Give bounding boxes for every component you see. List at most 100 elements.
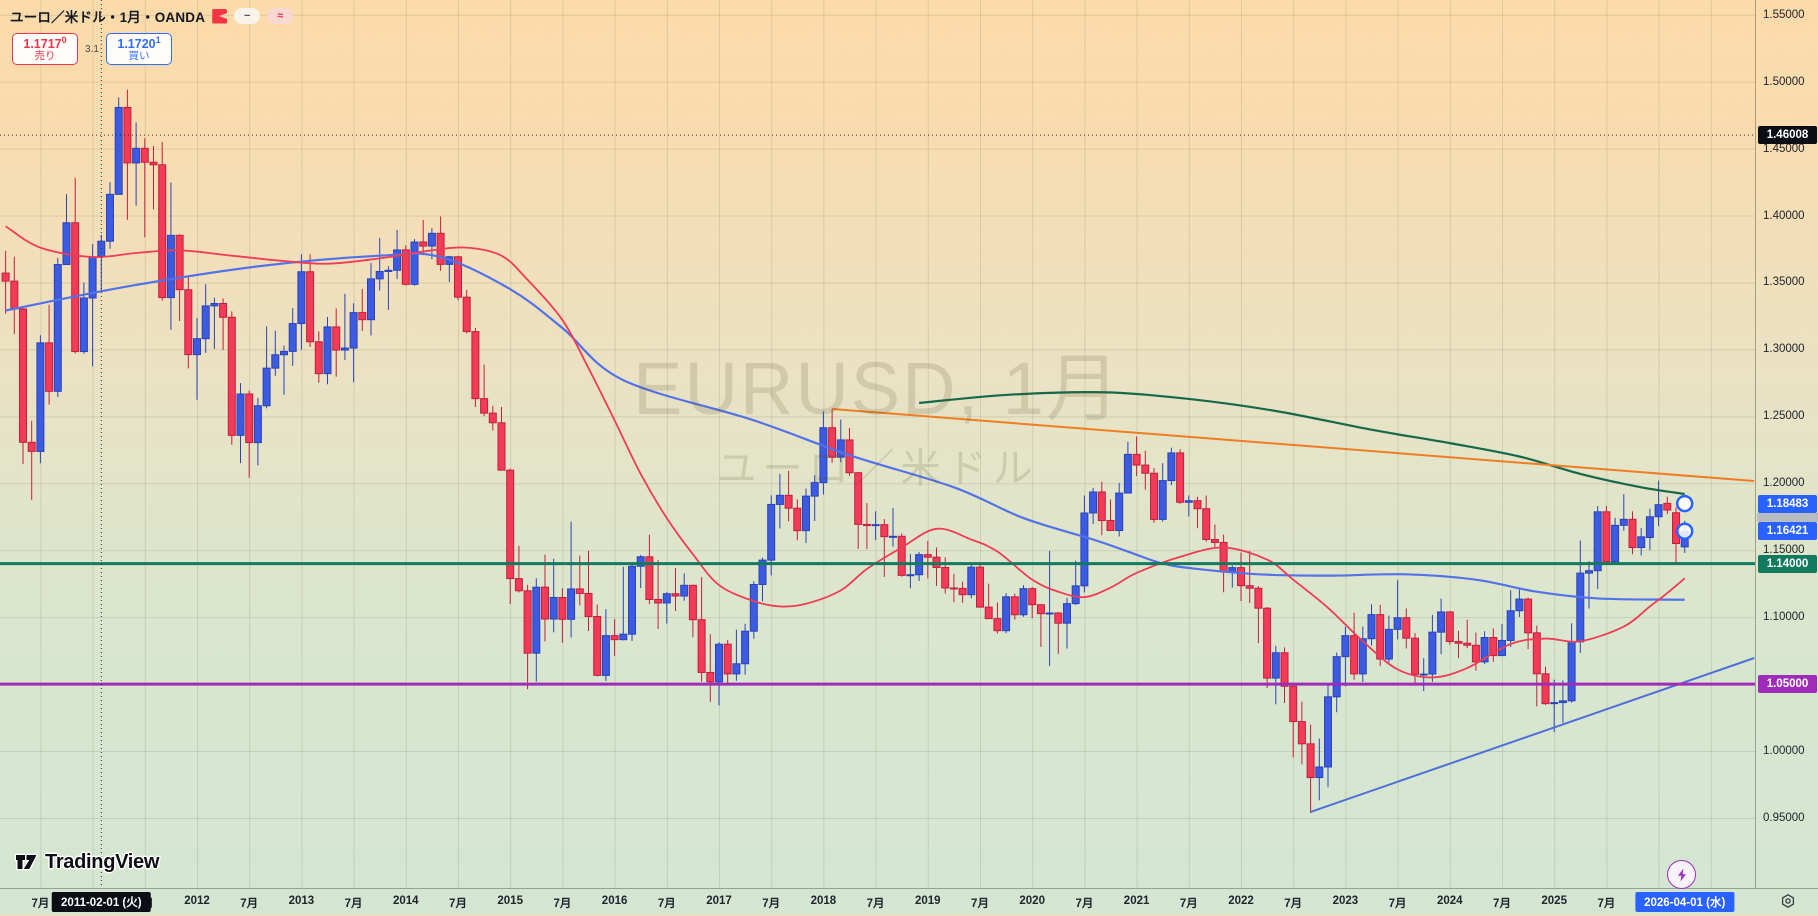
candle-body — [71, 222, 80, 353]
candle-body — [1524, 598, 1533, 634]
candle-body — [201, 305, 210, 340]
toggle-wave-pill[interactable]: ≈ — [267, 8, 294, 24]
tradingview-logo-text: TradingView — [45, 850, 160, 873]
candle-body — [106, 193, 114, 242]
time-tick: 2020 — [1019, 895, 1045, 907]
candle-body — [45, 342, 54, 392]
candle-body — [149, 161, 158, 166]
candle-body — [1158, 480, 1167, 520]
order-marker-2[interactable] — [1675, 522, 1694, 540]
price-tick: 1.35000 — [1763, 276, 1805, 289]
candle-body — [1593, 511, 1602, 572]
approx-icon: ≈ — [277, 10, 284, 22]
order-marker-1[interactable] — [1675, 494, 1694, 513]
future-date-badge[interactable]: 2026-04-01 (水) — [1635, 892, 1735, 912]
candle-body — [1184, 500, 1193, 503]
time-tick: 2024 — [1437, 895, 1463, 907]
candle-body — [1123, 453, 1132, 494]
time-tick: 2013 — [288, 895, 315, 907]
candle-body — [854, 472, 863, 525]
candle-body — [1585, 570, 1593, 574]
candle-body — [471, 331, 480, 400]
candle-body — [1297, 721, 1306, 745]
candle-body — [210, 302, 219, 307]
axis-settings-button[interactable] — [1778, 891, 1798, 911]
price-tick: 1.45000 — [1763, 142, 1805, 155]
candle-body — [523, 590, 532, 654]
candle-body — [1480, 637, 1489, 663]
candle-body — [775, 494, 784, 505]
candle-body — [36, 342, 45, 452]
candle-body — [1280, 652, 1289, 687]
candle-body — [1384, 628, 1393, 660]
candle-body — [1080, 512, 1089, 587]
candle-body — [993, 618, 1002, 632]
candle-body — [541, 586, 549, 620]
candle-body — [262, 367, 271, 407]
ma-red-line[interactable] — [5, 225, 1686, 679]
time-axis[interactable]: 2011-02-01 (火) 2026-04-01 (水) 7月20117月20… — [0, 888, 1818, 916]
candle-body — [1428, 631, 1437, 675]
tradingview-logo[interactable]: TradingView — [13, 849, 159, 875]
price-axis[interactable]: 1.46008 1.18483 1.16421 1.14000 1.05000 … — [1755, 0, 1818, 888]
candle-body — [758, 559, 767, 585]
candle-body — [1054, 612, 1063, 624]
candle-body — [958, 587, 967, 596]
candle-body — [976, 566, 984, 608]
candle-body — [697, 619, 706, 673]
ma-blue-line[interactable] — [5, 252, 1685, 601]
candle-body — [219, 302, 228, 318]
buy-button[interactable]: 1.17201 買い — [106, 33, 172, 65]
ma-green-line[interactable] — [918, 390, 1685, 496]
time-tick: 7月 — [1597, 898, 1616, 910]
candle-body — [1263, 607, 1272, 679]
candle-body — [802, 495, 810, 532]
candle-body — [1237, 567, 1245, 587]
chart-pane[interactable] — [0, 0, 1755, 888]
candle-body — [236, 393, 245, 436]
candle-body — [297, 271, 306, 325]
grid — [0, 0, 1755, 888]
candle-body — [1271, 652, 1280, 679]
time-tick: 7月 — [1493, 898, 1511, 910]
candle-body — [1437, 611, 1446, 633]
trendline-orange[interactable] — [832, 407, 1755, 483]
order-price-badge-2[interactable]: 1.16421 — [1758, 522, 1817, 541]
candle-body — [654, 598, 663, 604]
candle-body — [706, 671, 715, 683]
candle-body — [1010, 596, 1019, 616]
price-tick: 1.50000 — [1763, 75, 1805, 88]
candle-body — [79, 297, 88, 353]
toggle-minus-pill[interactable]: − — [234, 8, 261, 24]
symbol-title[interactable]: ユーロ／米ドル・1月・OANDA — [10, 10, 206, 25]
candle-body — [836, 439, 845, 458]
time-tick: 2023 — [1332, 895, 1359, 907]
candle-body — [1445, 611, 1454, 643]
candle-body — [1471, 644, 1480, 663]
time-tick: 7月 — [31, 898, 50, 910]
candle-body — [967, 566, 976, 596]
symbol-header: ユーロ／米ドル・1月・OANDA − ≈ — [10, 6, 294, 26]
candle-body — [1611, 524, 1620, 563]
candle-body — [184, 289, 193, 356]
candle-body — [454, 256, 462, 298]
time-tick: 2014 — [393, 895, 419, 907]
candle-body — [245, 393, 254, 444]
candle-body — [1210, 539, 1219, 543]
candle-body — [253, 405, 262, 444]
candle-body — [1532, 632, 1541, 675]
time-tick: 2018 — [810, 895, 837, 907]
candle-body — [375, 270, 384, 280]
candle-body — [1254, 587, 1263, 609]
candle-body — [1071, 585, 1080, 605]
order-price-badge-1[interactable]: 1.18483 — [1758, 494, 1817, 513]
sell-button[interactable]: 1.17170 売り — [12, 33, 78, 65]
candle-body — [1341, 635, 1350, 658]
candle-body — [427, 232, 436, 247]
candle-body — [1150, 472, 1158, 520]
candle-body — [1245, 585, 1254, 589]
trendline-blue[interactable] — [1310, 657, 1755, 813]
candle-body — [628, 565, 636, 635]
instant-order-button[interactable] — [1667, 860, 1696, 889]
